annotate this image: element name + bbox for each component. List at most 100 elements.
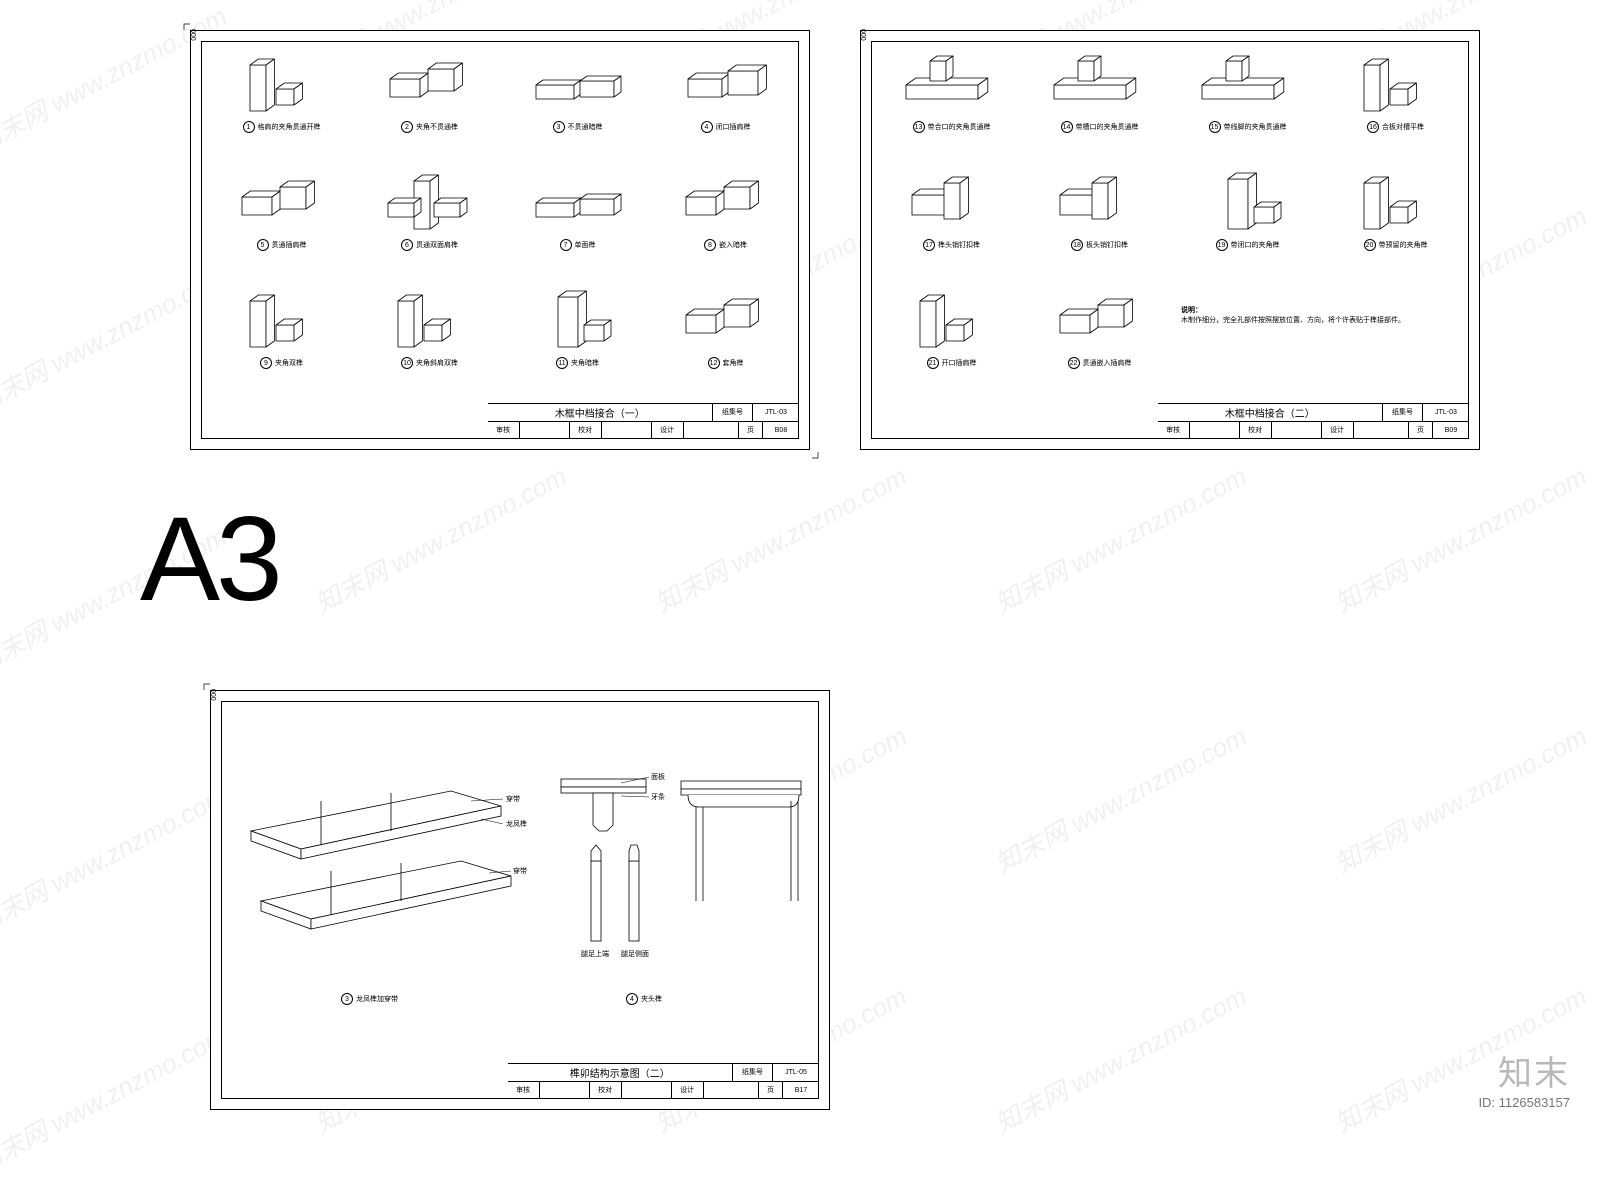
note-heading: 说明： [1181, 306, 1441, 316]
a3-size-label: A3 [140, 490, 279, 628]
joinery-item: 2夹角不贯通榫 [357, 49, 502, 139]
joinery-item: 7单面榫 [505, 167, 650, 257]
joinery-item: 15带线脚的夹角贯通榫 [1175, 49, 1320, 139]
tb-cell: 审核 [1158, 422, 1190, 439]
tb-cell: 页 [1409, 422, 1433, 439]
tb-cell: B08 [763, 422, 799, 439]
item-number: 20 [1364, 239, 1376, 251]
joinery-item: 4闭口插肩榫 [653, 49, 798, 139]
item-label: 板头销钉扣榫 [1086, 240, 1128, 250]
source-brand: 知末 ID: 1126583157 [1478, 1046, 1570, 1110]
joinery-item: 17榫头销钉扣榫 [879, 167, 1024, 257]
joinery-item: 8嵌入暗榫 [653, 167, 798, 257]
paper-no-label: 纸集号 [713, 404, 753, 421]
sheet-corner-mark: 000 [859, 29, 866, 41]
sheet-title: 榫卯结构示意图（二） [508, 1064, 733, 1081]
item-label: 带闭口的夹角榫 [1231, 240, 1280, 250]
svg-text:腿足侧面: 腿足侧面 [621, 949, 649, 958]
item-label: 贯通嵌入插肩榫 [1083, 358, 1132, 368]
item-label: 开口插肩榫 [942, 358, 977, 368]
item-number: 12 [708, 357, 720, 369]
joinery-iso-icon [666, 167, 786, 237]
joinery-item: 5贯通插肩榫 [209, 167, 354, 257]
paper-no: JTL-03 [1423, 404, 1469, 421]
joinery-iso-icon [222, 285, 342, 355]
joinery-iso-icon [1336, 167, 1456, 237]
watermark: 知末网 www.znzmo.com [1328, 456, 1593, 620]
tb-cell [520, 422, 570, 439]
joinery-iso-icon [666, 285, 786, 355]
joinery-item: 19带闭口的夹角榫 [1175, 167, 1320, 257]
item-number: 8 [704, 239, 716, 251]
watermark: 知末网 www.znzmo.com [0, 1016, 233, 1180]
svg-text:面板: 面板 [651, 772, 665, 781]
joinery-iso-icon [1040, 49, 1160, 119]
joinery-item: 6贯通双面肩榫 [357, 167, 502, 257]
item-number: 11 [556, 357, 568, 369]
joinery-iso-icon [1188, 167, 1308, 237]
item-number: 7 [560, 239, 572, 251]
tb-cell: 校对 [1240, 422, 1272, 439]
item-label: 不贯通暗榫 [568, 122, 603, 132]
joinery-item: 9夹角双榫 [209, 285, 354, 375]
sheet-title: 木框中档接合（二） [1158, 404, 1383, 421]
svg-text:穿带: 穿带 [506, 794, 520, 803]
svg-text:腿足上端: 腿足上端 [581, 949, 609, 958]
svg-text:牙条: 牙条 [651, 792, 665, 801]
item-label: 带线脚的夹角贯通榫 [1224, 122, 1287, 132]
paper-no-label: 纸集号 [733, 1064, 773, 1081]
tb-cell [602, 422, 652, 439]
drawing-sheet-1: 000 木框中档接合（一） 纸集号 JTL-03 审核 校对 设计 页 B08 … [190, 30, 810, 450]
joinery-iso-icon [370, 49, 490, 119]
item-number: 13 [913, 121, 925, 133]
watermark: 知末网 www.znzmo.com [0, 776, 233, 940]
watermark: 知末网 www.znzmo.com [1328, 716, 1593, 880]
joinery-item: 1格肩的夹角贯通开榫 [209, 49, 354, 139]
item-number: 16 [1367, 121, 1379, 133]
item-label: 夹角斜肩双榫 [416, 358, 458, 368]
item-label: 夹头榫 [641, 994, 662, 1004]
item-number: 1 [243, 121, 255, 133]
paper-no: JTL-05 [773, 1064, 819, 1081]
brand-id: ID: 1126583157 [1478, 1095, 1570, 1110]
brand-text: 知末 [1478, 1046, 1570, 1095]
tb-cell [1190, 422, 1240, 439]
joinery-item: 20带预留的夹角榫 [1323, 167, 1468, 257]
item-label: 贯通双面肩榫 [416, 240, 458, 250]
item-number: 3 [341, 993, 353, 1005]
watermark: 知末网 www.znzmo.com [988, 716, 1253, 880]
item-number: 18 [1071, 239, 1083, 251]
watermark: 知末网 www.znzmo.com [988, 456, 1253, 620]
tb-cell: 校对 [590, 1082, 622, 1099]
item-number: 9 [260, 357, 272, 369]
joinery-iso-icon [1040, 167, 1160, 237]
tb-cell: 页 [739, 422, 763, 439]
svg-text:穿带: 穿带 [513, 866, 527, 875]
item-number: 14 [1061, 121, 1073, 133]
joinery-iso-icon [518, 285, 638, 355]
joinery-iso-icon [666, 49, 786, 119]
joinery-iso-icon [1336, 49, 1456, 119]
note-body: 木制作细分，完全孔部件按照摆放位置、方向，将个许表贴于榫接部件。 [1181, 316, 1441, 326]
item-label: 格肩的夹角贯通开榫 [258, 122, 321, 132]
item-label: 带预留的夹角榫 [1379, 240, 1428, 250]
item-label: 单面榫 [575, 240, 596, 250]
joinery-item: 14带槽口的夹角贯通榫 [1027, 49, 1172, 139]
sheet-corner-mark: 000 [209, 689, 216, 701]
tb-cell: 页 [759, 1082, 783, 1099]
joinery-item: 16合板对槽平榫 [1323, 49, 1468, 139]
tb-cell [704, 1082, 759, 1099]
item-number: 15 [1209, 121, 1221, 133]
item-label: 合板对槽平榫 [1382, 122, 1424, 132]
joinery-iso-icon [1188, 49, 1308, 119]
tb-cell [684, 422, 739, 439]
joinery-illustration: 穿带 龙凤榫 穿带 [241, 771, 541, 971]
tb-cell: B17 [783, 1082, 819, 1099]
tb-cell: 审核 [488, 422, 520, 439]
tb-cell: 设计 [652, 422, 684, 439]
sheet-note: 说明： 木制作细分，完全孔部件按照摆放位置、方向，将个许表贴于榫接部件。 [1181, 306, 1441, 326]
title-block: 木框中档接合（二） 纸集号 JTL-03 审核 校对 设计 页 B09 [1158, 403, 1469, 439]
item-label: 贯通插肩榫 [272, 240, 307, 250]
item-label: 嵌入暗榫 [719, 240, 747, 250]
joinery-iso-icon [892, 285, 1012, 355]
